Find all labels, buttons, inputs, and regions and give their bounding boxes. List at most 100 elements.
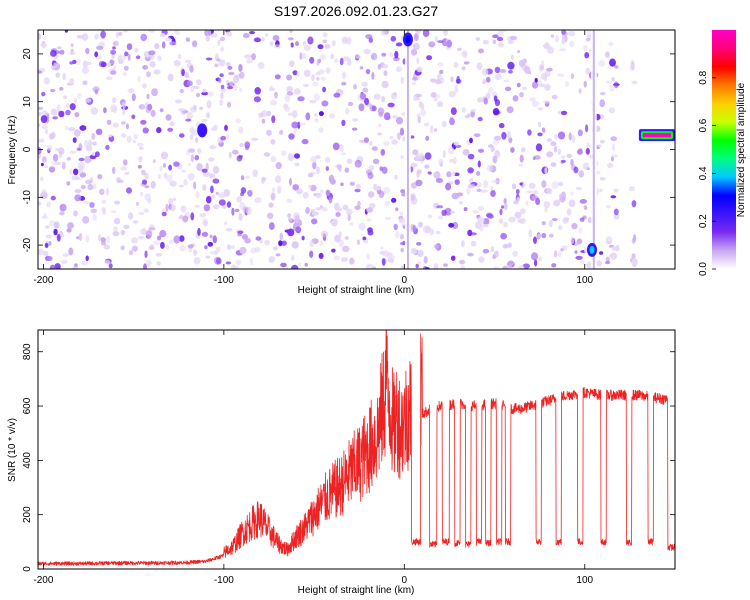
spectrogram-cell — [331, 248, 336, 253]
spectrogram-cell — [178, 108, 186, 112]
spectrogram-cell — [497, 42, 504, 48]
spectrogram-cell — [193, 104, 197, 110]
spectrogram-cell — [45, 234, 52, 239]
spectrogram-cell — [613, 213, 620, 220]
spectrogram-cell — [294, 215, 300, 224]
spectrogram-cell — [329, 113, 335, 119]
spectrogram-cell — [609, 58, 616, 67]
spectrogram-cell — [275, 175, 281, 184]
spectrogram-cell — [187, 80, 193, 87]
spectrogram-cell — [40, 176, 44, 182]
spectrogram-cell — [424, 122, 430, 127]
spectrogram-cell — [186, 149, 190, 156]
spectrogram-cell — [43, 165, 49, 169]
spectrogram-cell — [391, 197, 397, 203]
spectrogram-cell — [561, 110, 568, 116]
spectrogram-cell — [450, 76, 454, 83]
spectrogram-cell — [128, 250, 134, 256]
spectrogram-cell — [131, 237, 139, 244]
spectrogram-cell — [510, 54, 514, 61]
spectrogram-cell — [85, 234, 90, 243]
spectrogram-cell — [568, 31, 576, 37]
spectrogram-cell — [533, 189, 538, 195]
spectrogram-cell — [437, 216, 444, 220]
spectrogram-cell — [361, 81, 368, 87]
spectrogram-cell — [607, 162, 614, 169]
spectrogram-cell — [331, 40, 336, 47]
spectrogram-cell — [85, 145, 93, 152]
spectrogram-cell — [309, 184, 317, 192]
spectrogram-cell — [79, 125, 87, 131]
spectrogram-cell — [309, 56, 315, 64]
spectrogram-cell — [584, 248, 588, 253]
spectrogram-cell — [101, 207, 106, 212]
spectrogram-cell — [210, 185, 214, 194]
spectrogram-cell — [244, 175, 251, 179]
spectrogram-cell — [205, 162, 209, 171]
spectrogram-cell — [166, 174, 173, 183]
spectrogram-cell — [220, 135, 227, 141]
spectrogram-cell — [126, 43, 133, 51]
spectrogram-cell — [631, 253, 636, 259]
spectrogram-cell — [538, 256, 542, 262]
spectrogram-cell — [566, 153, 573, 158]
spectrogram-cell — [212, 178, 220, 184]
spectrogram-cell — [49, 264, 56, 269]
spectrogram-cell — [541, 232, 547, 239]
spectrogram-cell — [278, 240, 283, 247]
spectrogram-cell — [212, 235, 217, 244]
spectrogram-cell — [286, 74, 293, 81]
spectrogram-y-tick-label: -20 — [22, 237, 33, 252]
spectrogram-cell — [519, 208, 526, 215]
spectrogram-cell — [210, 194, 216, 199]
spectrogram-cell — [505, 264, 513, 269]
spectrogram-cell — [154, 43, 160, 49]
spectrogram-cell — [506, 131, 512, 140]
spectrogram-cell — [611, 154, 619, 158]
spectrogram-cell — [315, 72, 321, 76]
spectrogram-cell — [225, 62, 231, 67]
spectrogram-cell — [190, 212, 195, 221]
spectrogram-cell — [459, 200, 463, 205]
spectrogram-cell — [56, 46, 62, 50]
spectrogram-cell — [137, 235, 145, 240]
spectrogram-cell — [58, 147, 65, 155]
spectrogram-cell — [599, 251, 604, 255]
spectrogram-cell — [510, 35, 518, 41]
spectrogram-cell — [151, 88, 159, 97]
spectrogram-cell — [455, 144, 462, 148]
spectrogram-cell — [44, 129, 49, 135]
spectrogram-cell — [215, 191, 219, 195]
spectrogram-cell — [534, 259, 538, 267]
spectrogram-cell — [137, 75, 141, 83]
spectrogram-cell — [127, 88, 135, 94]
spectrogram-cell — [449, 159, 455, 163]
spectrogram-cell — [140, 33, 147, 42]
spectrogram-cell — [467, 153, 475, 160]
spectrogram-cell — [220, 84, 225, 90]
spectrogram-cell — [81, 260, 88, 266]
spectrogram-cell — [459, 259, 466, 265]
spectrogram-cell — [159, 229, 167, 238]
spectrogram-cell — [227, 86, 234, 90]
spectrogram-cell — [290, 255, 295, 261]
spectrogram-cell — [380, 149, 386, 156]
spectrogram-cell — [575, 255, 583, 260]
spectrogram-cell — [558, 193, 565, 199]
spectrogram-cell — [292, 70, 298, 76]
spectrogram-cell — [490, 186, 494, 190]
spectrogram-cell — [122, 72, 127, 76]
spectrogram-cell — [148, 50, 156, 56]
spectrogram-cell — [472, 210, 479, 214]
spectrogram-cell — [395, 116, 404, 125]
spectrogram-cell — [113, 217, 121, 225]
spectrogram-cell — [476, 62, 483, 71]
spectrogram-cell — [118, 58, 124, 65]
spectrogram-cell — [503, 79, 510, 83]
spectrogram-cell — [48, 241, 52, 246]
spectrogram-cell — [227, 65, 233, 70]
spectrogram-cell — [483, 97, 488, 105]
spectrogram-cell — [121, 101, 127, 109]
spectrogram-cell — [482, 248, 490, 254]
